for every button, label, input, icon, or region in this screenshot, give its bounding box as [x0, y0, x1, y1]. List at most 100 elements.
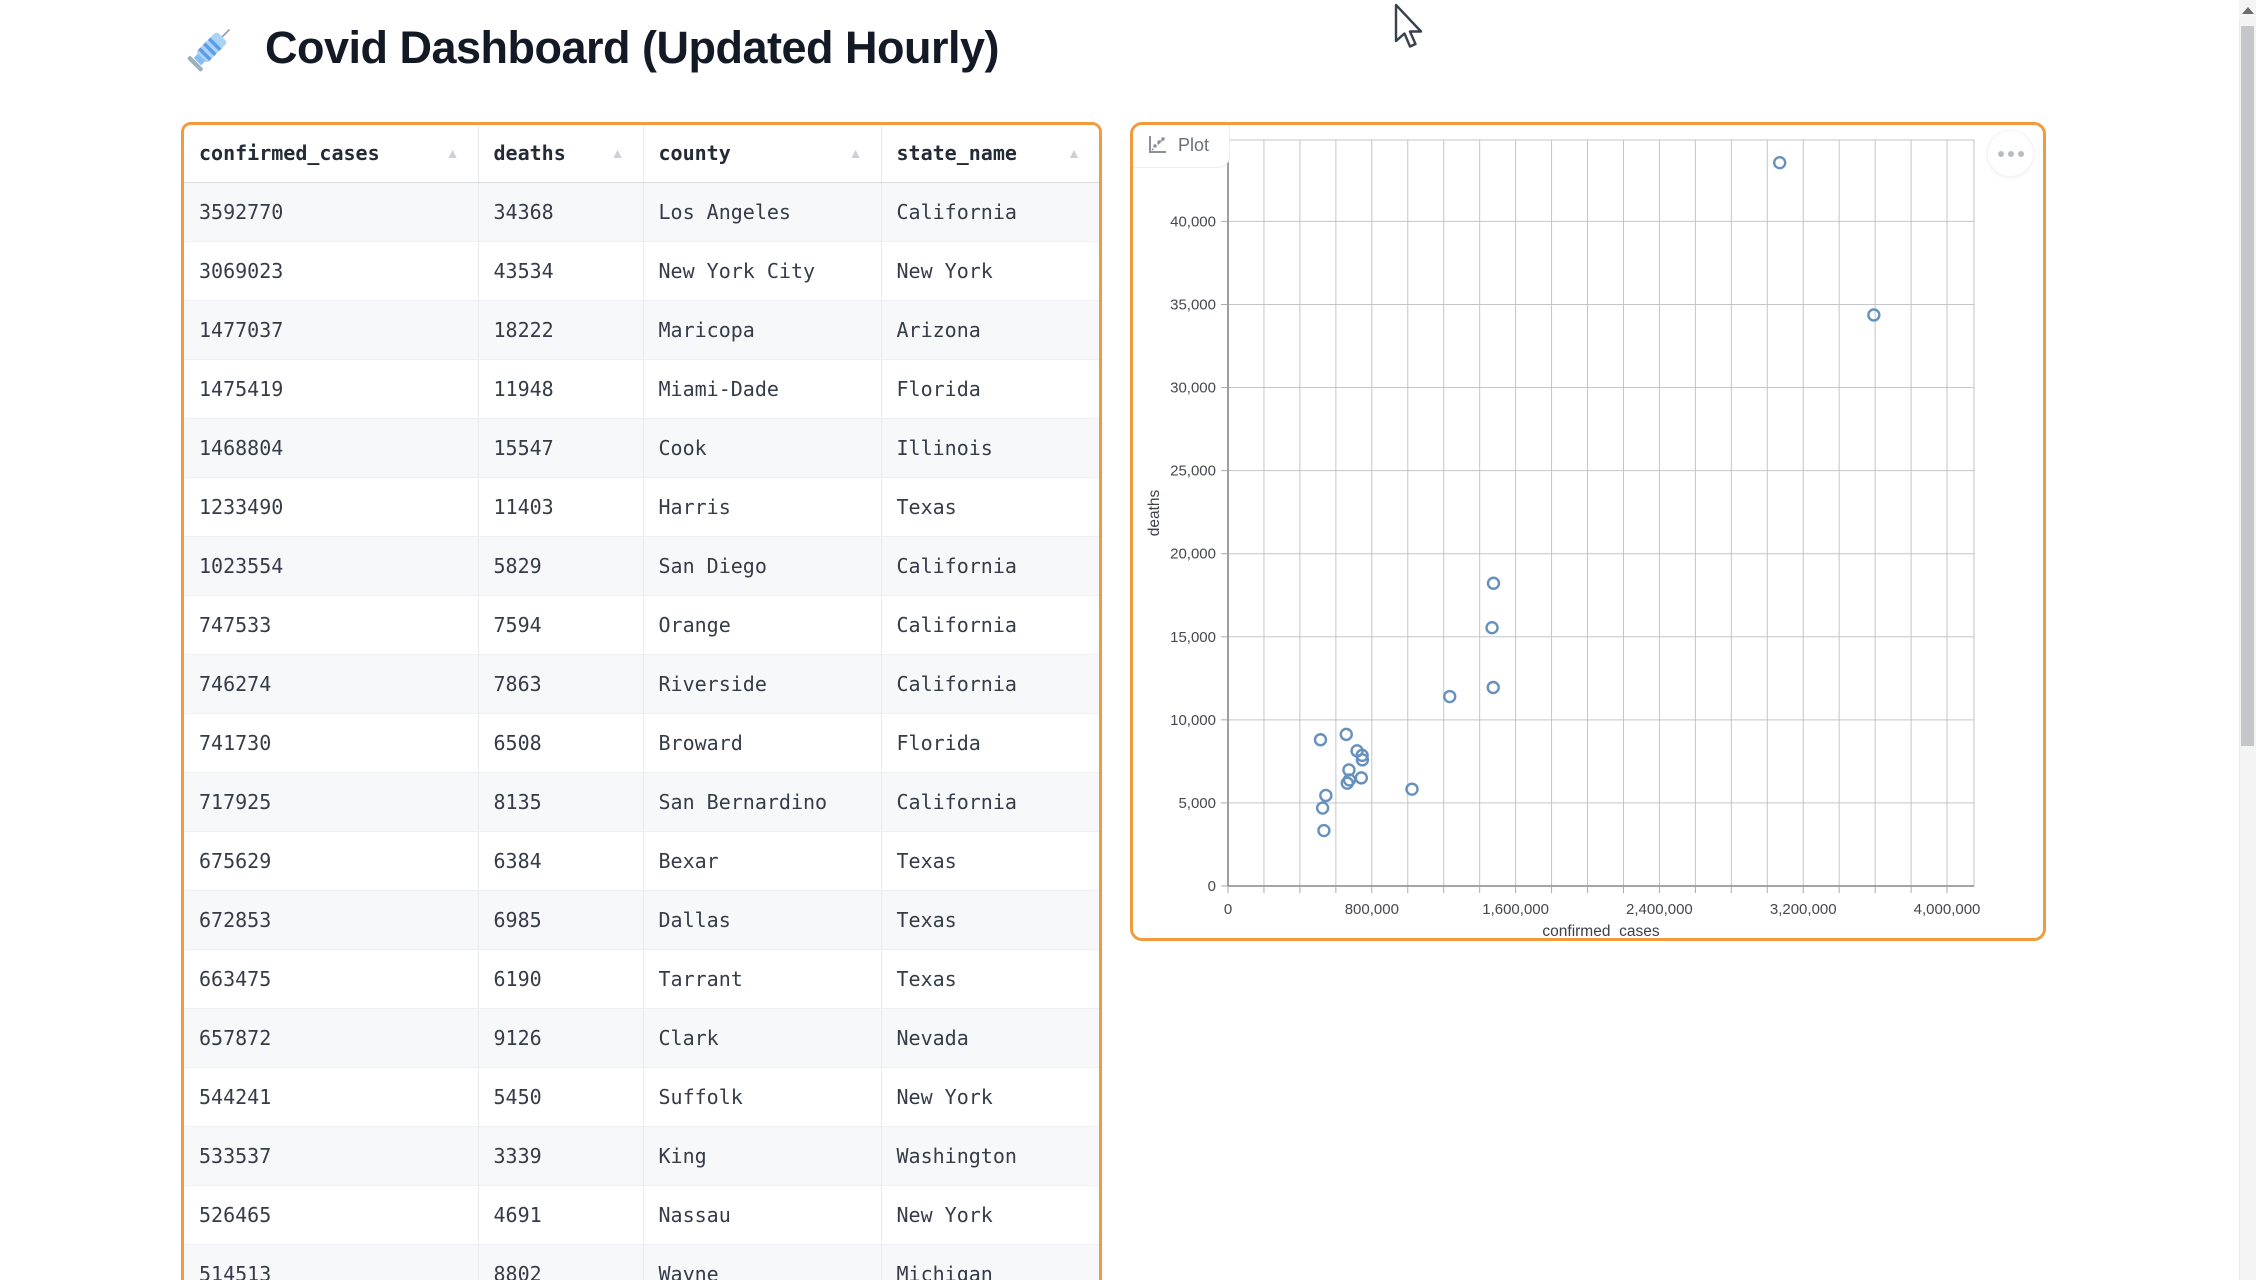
scatter-point — [1443, 689, 1457, 704]
table-row: 1475419 11948 Miami-Dade Florida — [184, 359, 1099, 419]
table-cell: Orange — [643, 595, 882, 655]
table-cell: Texas — [881, 949, 1099, 1009]
table-cell: Clark — [643, 1008, 882, 1068]
table-cell: 34368 — [478, 182, 644, 242]
table-cell: California — [881, 182, 1099, 242]
svg-text:35,000: 35,000 — [1170, 296, 1216, 313]
table-row: 544241 5450 Suffolk New York — [184, 1067, 1099, 1127]
column-header-state_name[interactable]: state_name ▲ — [881, 125, 1099, 183]
svg-text:15,000: 15,000 — [1170, 629, 1216, 646]
scatter-point — [1354, 771, 1369, 785]
table-cell: Cook — [643, 418, 882, 478]
table-cell: Illinois — [881, 418, 1099, 478]
table-cell: Nevada — [881, 1008, 1099, 1068]
svg-text:5,000: 5,000 — [1178, 795, 1216, 812]
table-cell: 747533 — [184, 595, 479, 655]
svg-text:10,000: 10,000 — [1170, 712, 1216, 729]
plot-menu-button[interactable] — [1987, 130, 2034, 177]
column-label: deaths — [493, 141, 566, 166]
table-cell: Harris — [643, 477, 882, 537]
table-row: 1023554 5829 San Diego California — [184, 536, 1099, 596]
table-row: 3069023 43534 New York City New York — [184, 241, 1099, 301]
syringe-icon — [187, 28, 231, 72]
table-cell: 1477037 — [184, 300, 479, 360]
table-cell: Broward — [643, 713, 882, 773]
table-cell: 514513 — [184, 1244, 479, 1280]
scrollbar-up-button[interactable] — [2239, 0, 2256, 20]
mini-scatter-icon — [1149, 136, 1166, 153]
table-row: 675629 6384 Bexar Texas — [184, 831, 1099, 891]
table-cell: 5450 — [478, 1067, 644, 1127]
table-cell: 657872 — [184, 1008, 479, 1068]
table-cell: 526465 — [184, 1185, 479, 1245]
covid-table-panel: confirmed_cases ▲ deaths ▲ county ▲ state_name… — [181, 122, 1102, 1280]
table-cell: Florida — [881, 713, 1099, 773]
table-cell: 675629 — [184, 831, 479, 891]
table-header: confirmed_cases ▲ deaths ▲ county ▲ state_name… — [184, 125, 1099, 183]
sort-asc-icon: ▲ — [848, 145, 863, 162]
sort-asc-icon: ▲ — [610, 145, 625, 162]
scatter-point — [1339, 727, 1353, 742]
table-cell: 8135 — [478, 772, 644, 832]
scatter-point — [1313, 733, 1328, 747]
column-label: county — [658, 141, 731, 166]
table-cell: 9126 — [478, 1008, 644, 1068]
table-cell: 6384 — [478, 831, 644, 891]
scatter-point — [1772, 155, 1787, 170]
table-row: 717925 8135 San Bernardino California — [184, 772, 1099, 832]
table-cell: San Bernardino — [643, 772, 882, 832]
table-cell: California — [881, 595, 1099, 655]
svg-text:deaths: deaths — [1146, 489, 1163, 536]
svg-text:40,000: 40,000 — [1170, 213, 1216, 230]
column-label: confirmed_cases — [199, 141, 380, 166]
table-cell: Texas — [881, 477, 1099, 537]
svg-text:0: 0 — [1224, 901, 1232, 918]
table-cell: 7594 — [478, 595, 644, 655]
table-cell: Nassau — [643, 1185, 882, 1245]
table-cell: 741730 — [184, 713, 479, 773]
table-cell: 533537 — [184, 1126, 479, 1186]
scroll-up-icon — [2241, 6, 2254, 14]
table-row: 3592770 34368 Los Angeles California — [184, 182, 1099, 242]
table-cell: 672853 — [184, 890, 479, 950]
table-cell: 746274 — [184, 654, 479, 714]
table-row: 1468804 15547 Cook Illinois — [184, 418, 1099, 478]
sort-asc-icon: ▲ — [1067, 145, 1081, 162]
svg-text:confirmed_cases: confirmed_cases — [1542, 923, 1659, 938]
table-row: 657872 9126 Clark Nevada — [184, 1008, 1099, 1068]
covid-table: confirmed_cases ▲ deaths ▲ county ▲ state_name… — [184, 125, 1099, 1280]
scatter-point — [1405, 782, 1419, 796]
plot-tab-label: Plot — [1178, 134, 1210, 155]
page-title: Covid Dashboard (Updated Hourly) — [265, 22, 1000, 73]
table-row: 672853 6985 Dallas Texas — [184, 890, 1099, 950]
table-cell: Arizona — [881, 300, 1099, 360]
table-cell: California — [881, 654, 1099, 714]
tab-plot[interactable]: Plot — [1133, 125, 1231, 168]
svg-text:0: 0 — [1208, 878, 1216, 895]
table-cell: 15547 — [478, 418, 644, 478]
column-header-confirmed_cases[interactable]: confirmed_cases ▲ — [184, 125, 479, 183]
column-header-deaths[interactable]: deaths ▲ — [478, 125, 644, 183]
table-cell: 1468804 — [184, 418, 479, 478]
table-cell: California — [881, 536, 1099, 596]
scatter-point — [1867, 308, 1881, 322]
ellipsis-icon — [1997, 150, 2004, 157]
scatter-point — [1342, 763, 1356, 777]
scatter-point — [1486, 576, 1501, 590]
column-header-county[interactable]: county ▲ — [643, 125, 882, 183]
table-cell: 11403 — [478, 477, 644, 537]
table-cell: Maricopa — [643, 300, 882, 360]
table-cell: 3592770 — [184, 182, 479, 242]
mouse-cursor — [1394, 3, 1423, 48]
table-cell: 1475419 — [184, 359, 479, 419]
table-row: 533537 3339 King Washington — [184, 1126, 1099, 1186]
scrollbar-thumb[interactable] — [2241, 26, 2254, 746]
scatter-point — [1486, 680, 1500, 695]
table-row: 526465 4691 Nassau New York — [184, 1185, 1099, 1245]
table-cell: New York City — [643, 241, 882, 301]
table-cell: 4691 — [478, 1185, 644, 1245]
svg-text:800,000: 800,000 — [1345, 901, 1399, 918]
table-cell: 6508 — [478, 713, 644, 773]
table-cell: 3069023 — [184, 241, 479, 301]
